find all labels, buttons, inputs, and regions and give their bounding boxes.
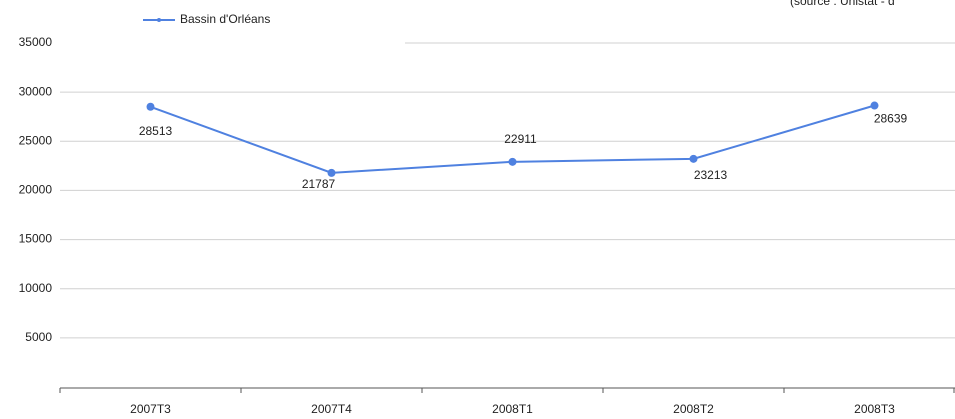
legend-marker [157, 18, 161, 22]
source-note: (source : Unistat - d [790, 0, 895, 8]
x-tick-label: 2008T1 [492, 402, 533, 416]
data-label: 28639 [874, 112, 908, 126]
point [689, 154, 698, 163]
data-label: 28513 [139, 124, 173, 138]
y-tick-label: 5000 [25, 330, 52, 344]
data-label: 22911 [504, 132, 537, 146]
legend-label: Bassin d'Orléans [180, 12, 270, 26]
x-tick-label: 2007T3 [130, 402, 171, 416]
point [146, 102, 155, 111]
x-tick-label: 2007T4 [311, 402, 352, 416]
point [327, 168, 336, 177]
data-label: 23213 [694, 168, 728, 182]
y-tick-label: 35000 [19, 35, 53, 49]
y-tick-label: 10000 [19, 281, 53, 295]
y-tick-label: 20000 [19, 183, 53, 197]
y-tick-label: 15000 [19, 232, 53, 246]
point [870, 101, 879, 110]
data-label: 21787 [302, 177, 336, 191]
y-tick-label: 30000 [19, 84, 53, 98]
x-tick-label: 2008T3 [854, 402, 895, 416]
y-tick-label: 25000 [19, 133, 53, 147]
point [508, 157, 517, 166]
x-tick-label: 2008T2 [673, 402, 714, 416]
